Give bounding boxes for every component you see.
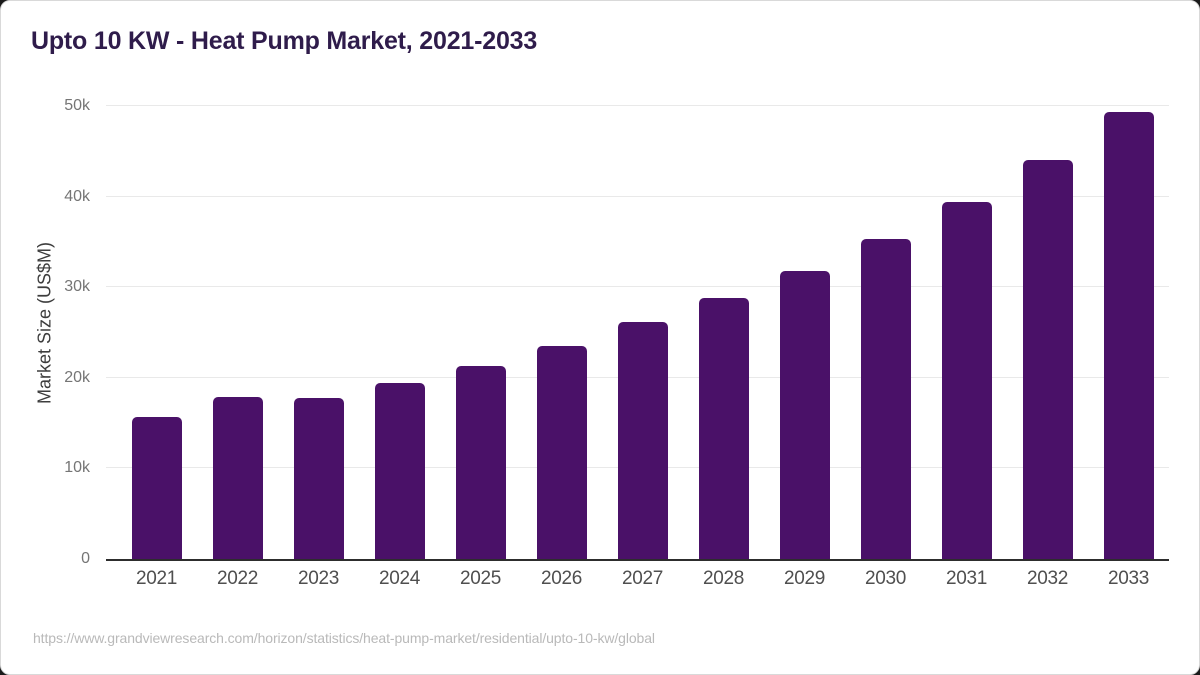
- x-tick-label-2027: 2027: [621, 568, 664, 589]
- plot-area: [106, 105, 1169, 561]
- x-tick-label-2021: 2021: [135, 568, 178, 589]
- y-tick-label-0: 0: [81, 550, 90, 567]
- bar-slot-2022: [197, 106, 278, 559]
- bar-2033[interactable]: [1103, 111, 1154, 559]
- bar-slot-2030: [845, 106, 926, 559]
- gridline-40k: [106, 195, 1169, 197]
- x-tick-label-2024: 2024: [378, 568, 421, 589]
- x-tick-label-2026: 2026: [540, 568, 583, 589]
- chart-title: Upto 10 KW - Heat Pump Market, 2021-2033: [31, 27, 538, 55]
- bar-slot-2021: [116, 106, 197, 559]
- x-tick-label-2023: 2023: [297, 568, 340, 589]
- bar-slot-2026: [521, 106, 602, 559]
- bar-2028[interactable]: [698, 298, 749, 559]
- bar-2025[interactable]: [455, 365, 506, 559]
- bar-2030[interactable]: [860, 239, 911, 559]
- source-url: https://www.grandviewresearch.com/horizo…: [33, 630, 655, 646]
- y-tick-label-20k: 20k: [64, 368, 90, 386]
- x-tick-label-2032: 2032: [1026, 568, 1069, 589]
- bar-2022[interactable]: [212, 396, 263, 559]
- x-axis-tick-labels: 2021 2022 2023 2024 2025 2026 2027 2028 2029 2030…: [106, 568, 1169, 590]
- bars: [106, 106, 1169, 559]
- gridline-30k: [106, 286, 1169, 288]
- bar-slot-2027: [602, 106, 683, 559]
- bar-slot-2031: [926, 106, 1007, 559]
- bar-slot-2023: [278, 106, 359, 559]
- x-tick-label-2030: 2030: [864, 568, 907, 589]
- bar-slot-2029: [764, 106, 845, 559]
- bar-2023[interactable]: [293, 398, 344, 559]
- bar-2024[interactable]: [374, 382, 425, 559]
- x-tick-label-2022: 2022: [216, 568, 259, 589]
- bar-2029[interactable]: [779, 270, 830, 559]
- y-tick-label-30k: 30k: [64, 278, 90, 296]
- x-tick-label-2025: 2025: [459, 568, 502, 589]
- bar-slot-2032: [1007, 106, 1088, 559]
- bar-slot-2028: [683, 106, 764, 559]
- y-tick-label-10k: 10k: [64, 459, 90, 477]
- x-tick-label-2029: 2029: [783, 568, 826, 589]
- bar-2031[interactable]: [941, 201, 992, 559]
- x-tick-label-2033: 2033: [1107, 568, 1150, 589]
- x-tick-label-2031: 2031: [945, 568, 988, 589]
- bar-slot-2033: [1088, 106, 1169, 559]
- y-axis-tick-labels: 0 10k 20k 30k 40k 50k: [41, 97, 98, 567]
- gridline-50k: [106, 105, 1169, 106]
- bar-slot-2025: [440, 106, 521, 559]
- bar-2021[interactable]: [131, 416, 182, 559]
- y-tick-label-50k: 50k: [64, 97, 90, 114]
- bar-2027[interactable]: [617, 321, 668, 559]
- y-tick-label-40k: 40k: [64, 187, 90, 205]
- bar-2032[interactable]: [1022, 159, 1073, 559]
- x-tick-label-2028: 2028: [702, 568, 745, 589]
- bar-2026[interactable]: [536, 345, 587, 559]
- x-axis-line: [106, 559, 1169, 561]
- bar-slot-2024: [359, 106, 440, 559]
